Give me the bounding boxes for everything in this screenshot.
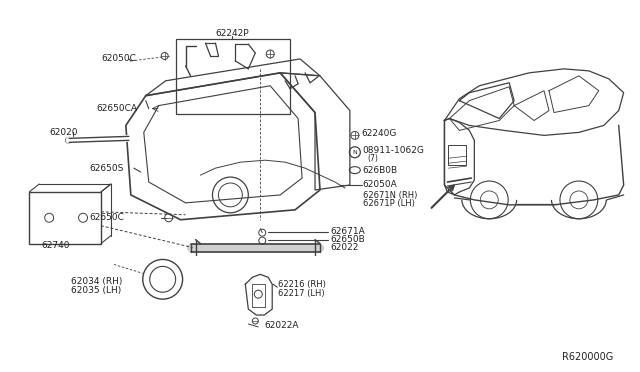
Text: 62650S: 62650S	[89, 164, 124, 173]
Text: 62022: 62022	[330, 243, 358, 252]
Text: 62034 (RH): 62034 (RH)	[71, 277, 122, 286]
Text: 62240G: 62240G	[362, 129, 397, 138]
Text: R620000G: R620000G	[563, 352, 614, 362]
Text: 62671P (LH): 62671P (LH)	[363, 199, 415, 208]
Text: 62050C: 62050C	[101, 54, 136, 64]
Text: 62650C: 62650C	[89, 213, 124, 222]
Text: 62217 (LH): 62217 (LH)	[278, 289, 325, 298]
Bar	[449, 145, 467, 165]
Text: 62020: 62020	[49, 128, 77, 137]
Text: 62740: 62740	[41, 241, 70, 250]
Text: 62242P: 62242P	[216, 29, 249, 38]
Text: (7): (7)	[368, 154, 379, 163]
Text: 62650CA: 62650CA	[96, 104, 137, 113]
Text: 08911-1062G: 08911-1062G	[363, 146, 425, 155]
Text: 626B0B: 626B0B	[363, 166, 398, 174]
Text: N: N	[353, 150, 357, 155]
Text: 62671N (RH): 62671N (RH)	[363, 192, 417, 201]
Text: 62671A: 62671A	[330, 227, 365, 236]
Text: 62022A: 62022A	[264, 321, 299, 330]
Bar	[29, 192, 101, 244]
Bar	[175, 39, 290, 113]
Text: 62216 (RH): 62216 (RH)	[278, 280, 326, 289]
Text: 62035 (LH): 62035 (LH)	[71, 286, 122, 295]
Text: 62050A: 62050A	[363, 180, 397, 189]
Text: 62650B: 62650B	[330, 235, 365, 244]
